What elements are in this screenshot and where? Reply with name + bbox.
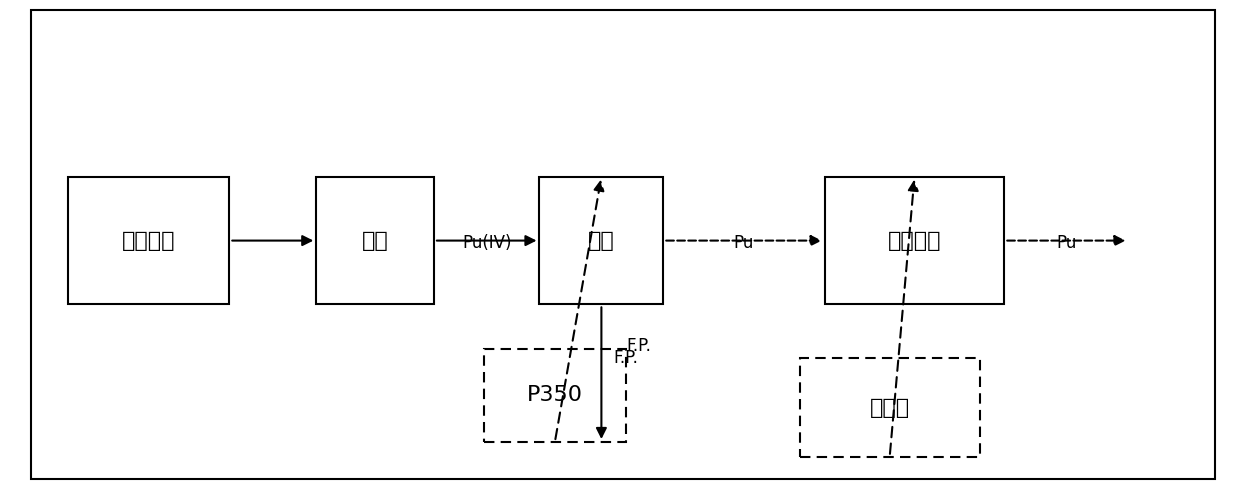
Text: 萃取: 萃取 bbox=[588, 231, 615, 250]
Bar bbox=[825, 177, 1004, 304]
Bar bbox=[539, 177, 663, 304]
Text: 含钚料液: 含钚料液 bbox=[122, 231, 176, 250]
Text: 还原剂: 还原剂 bbox=[869, 398, 910, 417]
Text: F.P.: F.P. bbox=[614, 350, 639, 367]
Text: F.P.: F.P. bbox=[626, 337, 651, 355]
Text: Pu(IV): Pu(IV) bbox=[463, 234, 512, 252]
Text: 还原反萃: 还原反萃 bbox=[888, 231, 941, 250]
Text: 调料: 调料 bbox=[362, 231, 388, 250]
Bar bbox=[800, 358, 980, 457]
Text: Pu: Pu bbox=[734, 234, 754, 252]
Bar bbox=[316, 177, 434, 304]
Text: P350: P350 bbox=[527, 385, 583, 405]
Bar bbox=[68, 177, 229, 304]
Bar bbox=[484, 349, 626, 442]
Text: Pu: Pu bbox=[1056, 234, 1076, 252]
